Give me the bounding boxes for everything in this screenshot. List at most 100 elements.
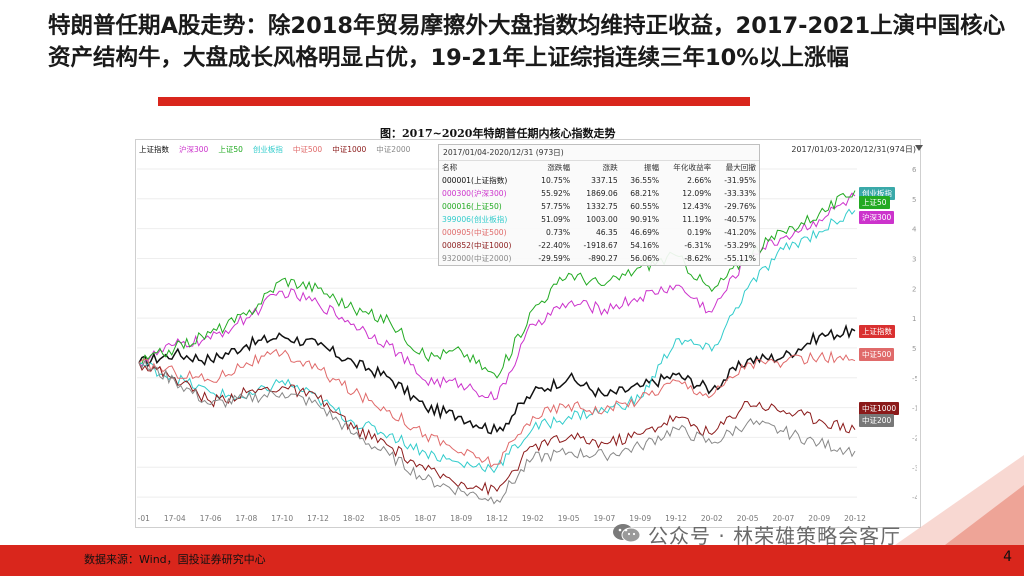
y-tick-label: -25%: [912, 434, 917, 442]
x-tick-label: 19-07: [594, 514, 616, 522]
legend-item[interactable]: 中证2000: [376, 145, 411, 154]
table-cell: -33.33%: [724, 189, 756, 198]
table-cell: 000016(上证50): [442, 202, 502, 211]
table-cell: 90.91%: [630, 215, 660, 224]
stats-column-header: 振幅: [643, 163, 660, 172]
chart-legend: 上证指数 沪深300 上证50 创业板指 中证500 中证1000 中证2000: [137, 144, 412, 158]
table-row: 000001(上证指数) 10.75% 337.15 36.55% 2.66% -31.9…: [439, 174, 759, 187]
table-cell: 10.75%: [541, 176, 571, 185]
series-line-5: [138, 348, 856, 468]
table-cell: 0.19%: [687, 228, 712, 237]
table-cell: 000300(沪深300): [442, 189, 507, 198]
table-cell: -40.57%: [724, 215, 756, 224]
x-tick-label: 19-12: [665, 514, 687, 522]
x-tick-label: 19-09: [629, 514, 651, 522]
x-tick-label: 20-07: [773, 514, 795, 522]
series-end-tag: 中证500: [859, 347, 895, 361]
page-number: 4: [1003, 549, 1012, 565]
x-tick-label: 20-02: [701, 514, 723, 522]
stats-column-header: 涨跌: [602, 163, 618, 172]
table-cell: 1332.75: [586, 202, 618, 211]
y-tick-label: 45%: [912, 226, 917, 234]
table-row: 000905(中证500) 0.73% 46.35 46.69% 0.19% -41.20…: [439, 226, 759, 239]
table-cell: 46.69%: [630, 228, 660, 237]
series-line-1: [138, 323, 856, 435]
corner-decoration: [895, 455, 1024, 545]
legend-item[interactable]: 创业板指: [252, 145, 283, 154]
table-row: 932000(中证2000) -29.59% -890.27 56.06% -8.62%…: [439, 252, 759, 265]
x-tick-label: 18-12: [486, 514, 508, 522]
table-cell: -53.29%: [724, 241, 756, 250]
table-cell: 1869.06: [586, 189, 618, 198]
stats-column-header: 最大回撤: [725, 163, 756, 172]
series-line-2: [138, 192, 856, 401]
x-tick-label: 19-02: [522, 514, 544, 522]
stats-table: 名称 涨跌幅 涨跌 振幅 年化收益率 最大回撤 000001(上证指数) 10.75% 337…: [439, 161, 759, 265]
series-line-7: [138, 359, 856, 505]
x-tick-label: 17-10: [271, 514, 293, 522]
x-tick-label: 20-09: [808, 514, 830, 522]
y-tick-label: -15%: [912, 405, 917, 413]
y-tick-label: 25%: [912, 285, 917, 293]
table-cell: 12.43%: [682, 202, 712, 211]
y-tick-label: -5%: [912, 375, 917, 383]
table-cell: -8.62%: [684, 254, 712, 263]
table-cell: -55.11%: [724, 254, 756, 263]
table-cell: 1003.00: [586, 215, 618, 224]
x-tick-label: 18-02: [343, 514, 365, 522]
legend-item[interactable]: 上证指数: [139, 145, 169, 154]
table-cell: 51.09%: [541, 215, 571, 224]
y-tick-label: -35%: [912, 464, 917, 472]
table-cell: 337.15: [591, 176, 618, 185]
table-cell: -22.40%: [538, 241, 571, 250]
x-tick-label: 17-12: [307, 514, 329, 522]
wechat-icon: [612, 522, 642, 544]
series-end-tag: 沪深300: [859, 210, 895, 224]
table-cell: -29.76%: [724, 202, 756, 211]
series-end-tag: 中证1000: [859, 401, 900, 415]
series-line-6: [138, 362, 856, 496]
table-cell: -6.31%: [684, 241, 712, 250]
stats-table-header: 2017/01/04-2020/12/31 (973日): [439, 145, 759, 161]
table-cell: 000905(中证500): [442, 228, 507, 237]
source-note: 数据来源：Wind，国投证券研究中心: [84, 553, 266, 566]
x-tick-label: 20-12: [844, 514, 866, 522]
slide-title: 特朗普任期A股走势：除2018年贸易摩擦外大盘指数均维持正收益，2017-202…: [48, 13, 1006, 71]
table-cell: 60.55%: [630, 202, 660, 211]
table-cell: 36.55%: [630, 176, 660, 185]
table-cell: -41.20%: [724, 228, 756, 237]
table-cell: -890.27: [588, 254, 618, 263]
table-cell: 46.35: [595, 228, 618, 237]
table-cell: 12.09%: [682, 189, 712, 198]
legend-item[interactable]: 中证1000: [332, 145, 367, 154]
table-row: 399006(创业板指) 51.09% 1003.00 90.91% 11.19% -40…: [439, 213, 759, 226]
table-cell: 54.16%: [630, 241, 660, 250]
legend-item[interactable]: 沪深300: [179, 145, 209, 154]
date-range-label: 2017/01/03-2020/12/31(974日): [791, 145, 916, 154]
x-tick-label: 20-05: [737, 514, 759, 522]
chart-subtitle: 图：2017~2020年特朗普任期内核心指数走势: [380, 127, 616, 140]
watermark: 公众号 · 林荣雄策略会客厅: [648, 524, 902, 548]
legend-item[interactable]: 上证50: [218, 145, 243, 154]
table-cell: 932000(中证2000): [442, 254, 512, 263]
table-row: 000016(上证50) 57.75% 1332.75 60.55% 12.43% -29…: [439, 200, 759, 213]
x-tick-label: 17-04: [164, 514, 186, 522]
stats-column-header: 涨跌幅: [547, 163, 571, 172]
y-tick-label: 35%: [912, 255, 917, 263]
title-underline-bar: [158, 97, 750, 106]
table-cell: -31.95%: [724, 176, 756, 185]
series-end-tag: 上证指数: [859, 324, 895, 338]
series-end-tag: 中证200: [859, 413, 895, 427]
table-cell: 11.19%: [682, 215, 712, 224]
y-tick-label: 65%: [912, 166, 917, 174]
table-cell: -1918.67: [583, 241, 618, 250]
stats-column-header: 年化收益率: [673, 163, 712, 172]
legend-item[interactable]: 中证500: [292, 145, 323, 154]
series-end-tag: 上证50: [859, 195, 890, 209]
stats-table-columns: 名称 涨跌幅 涨跌 振幅 年化收益率 最大回撤: [439, 161, 759, 174]
footer-bar: [0, 545, 1024, 576]
dropdown-arrow-icon[interactable]: [915, 145, 923, 151]
table-cell: 2.66%: [687, 176, 712, 185]
stats-column-header: 名称: [442, 163, 458, 172]
y-tick-label: 55%: [912, 196, 917, 204]
